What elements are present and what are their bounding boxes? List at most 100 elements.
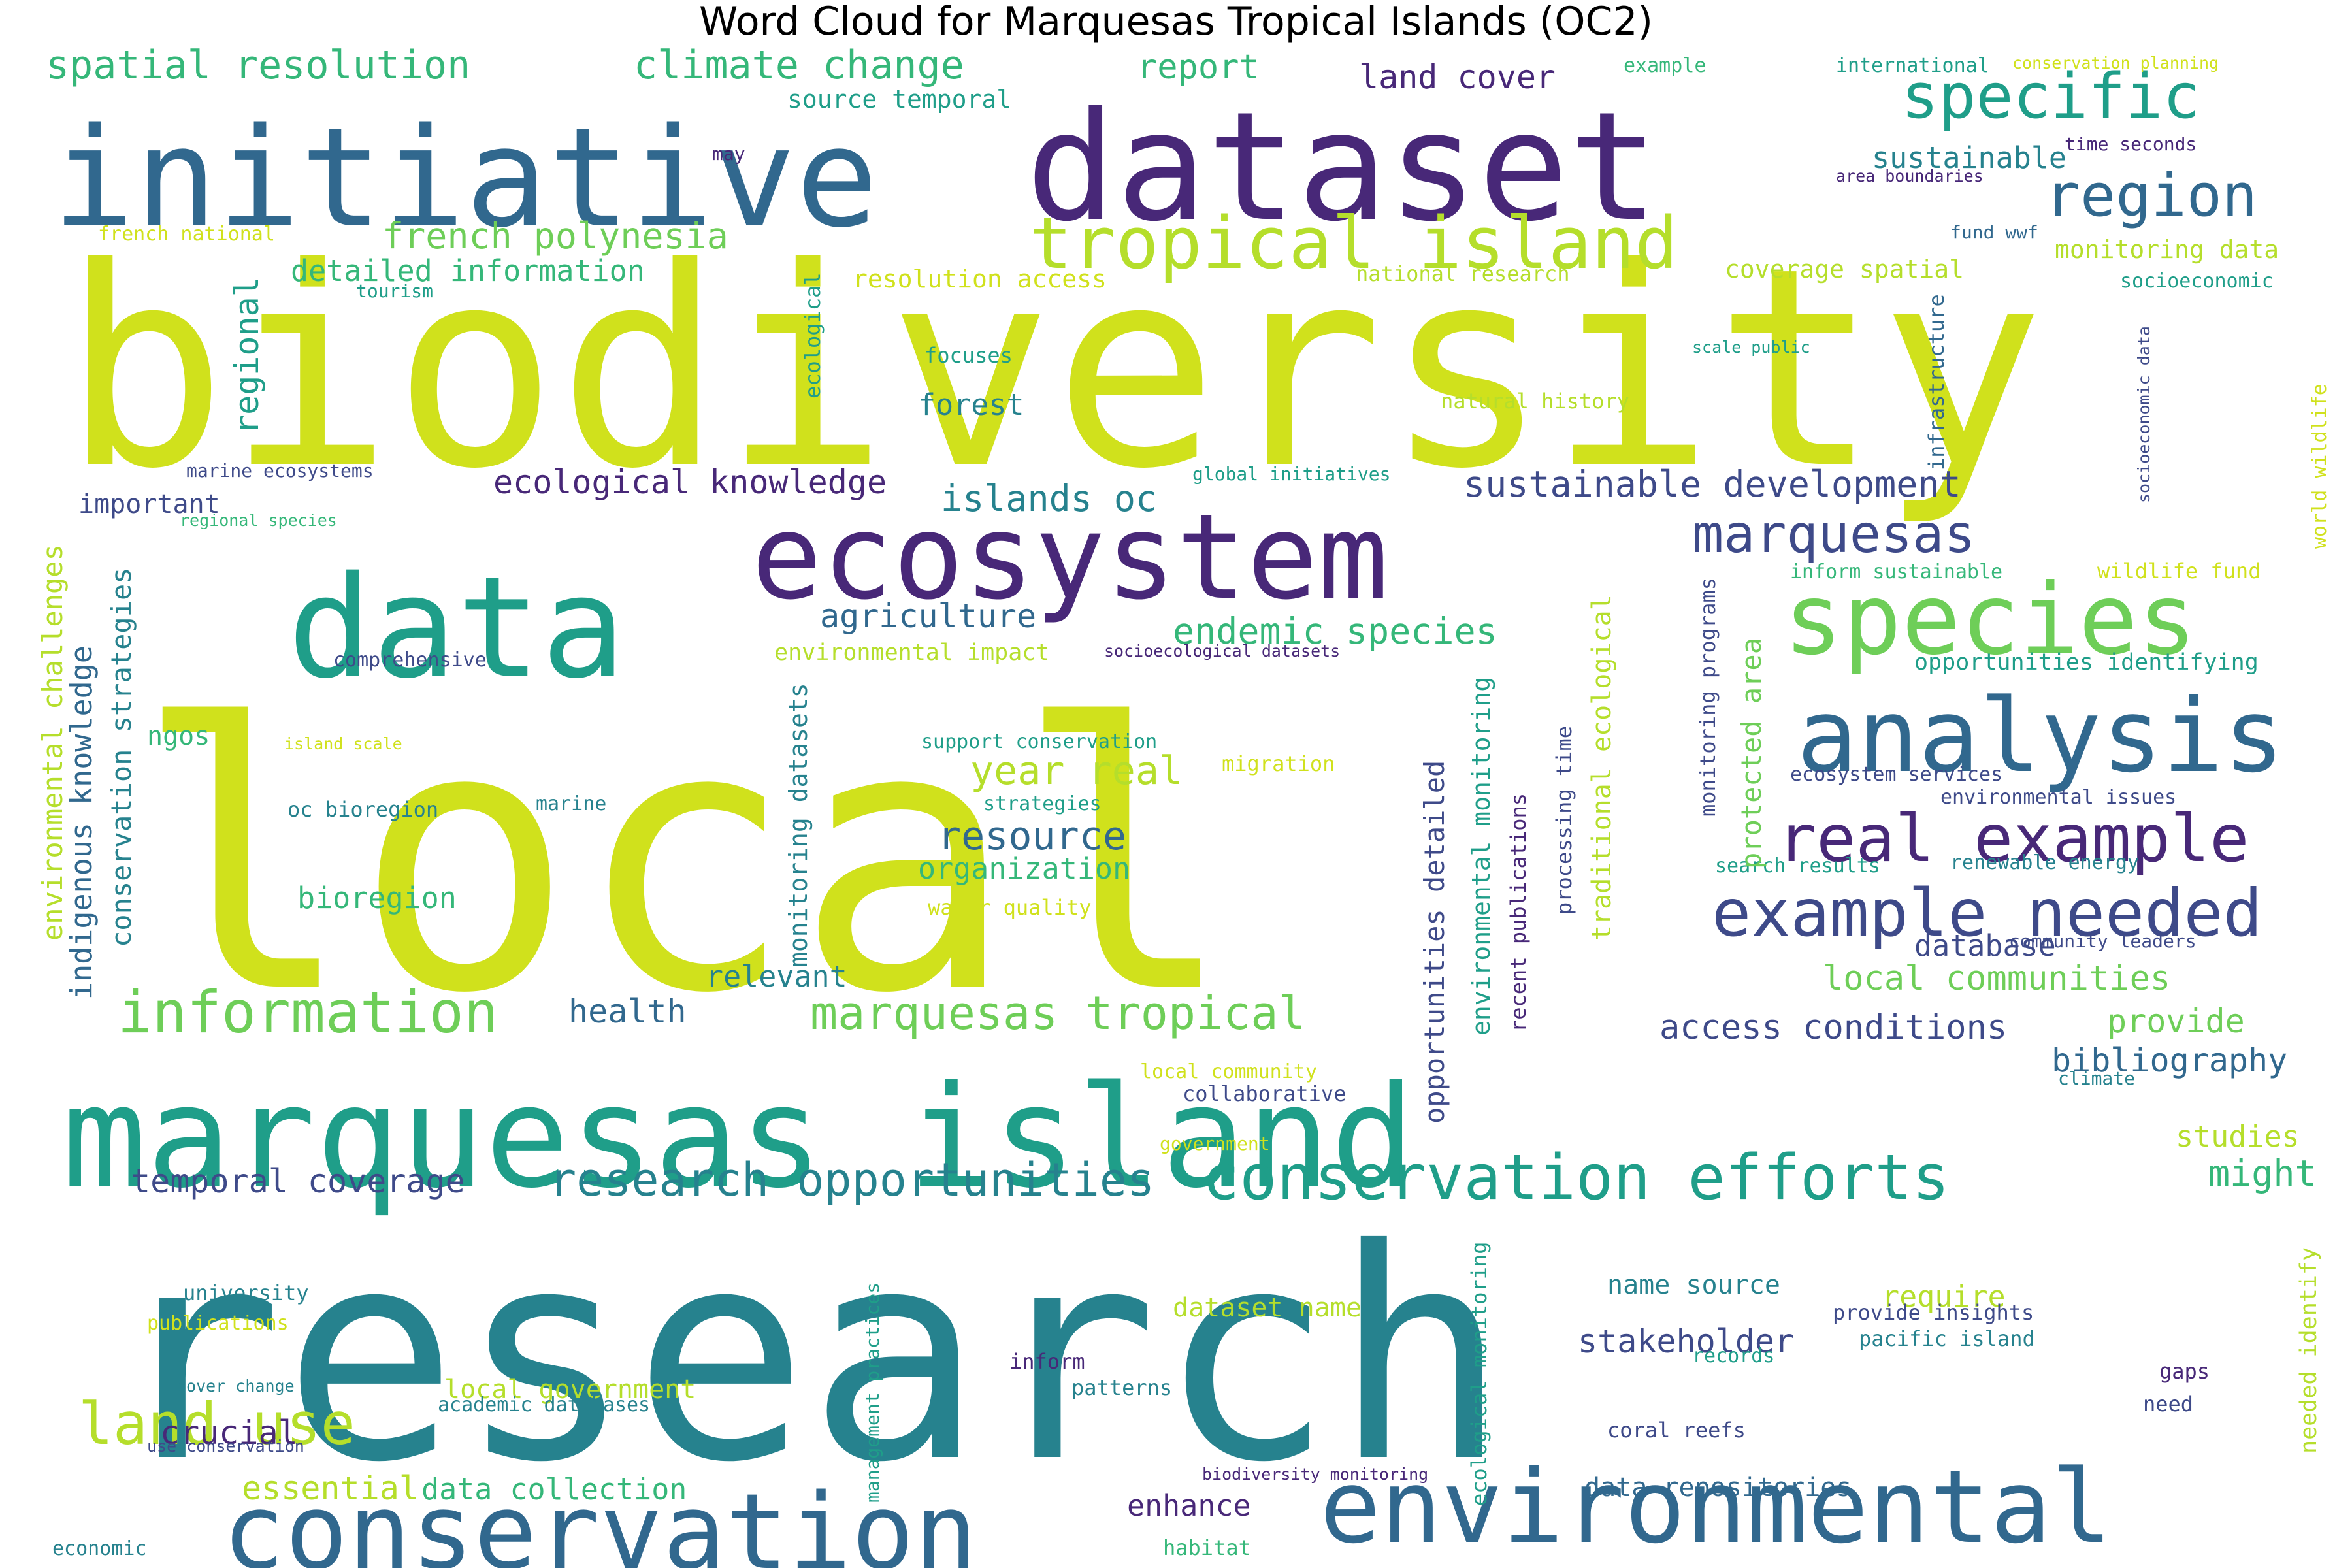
word-research-opportunities: research opportunities: [549, 1153, 1154, 1207]
word-endemic-species: endemic species: [1173, 610, 1497, 652]
word-essential: essential: [242, 1469, 419, 1507]
word-initiative: initiative: [52, 98, 878, 258]
word-dataset: dataset: [1026, 80, 1659, 255]
word-indigenous-knowledge: indigenous knowledge: [64, 645, 99, 1000]
word-french-national: french national: [98, 223, 275, 246]
word-specific: specific: [1901, 61, 2200, 133]
word-processing-time: processing time: [1552, 726, 1576, 915]
word-french-polynesia: french polynesia: [382, 215, 728, 257]
word-renewable-energy: renewable energy: [1950, 851, 2139, 874]
word-tropical-island: tropical island: [1029, 201, 1678, 285]
word-climate-change: climate change: [634, 42, 964, 88]
word-conservation-strategies: conservation strategies: [105, 567, 137, 947]
word-national-research: national research: [1356, 261, 1570, 286]
chart-title: Word Cloud for Marquesas Tropical Island…: [699, 0, 1653, 44]
word-local-government: local government: [444, 1375, 696, 1405]
word-conservation: conservation: [222, 1471, 977, 1568]
word-enhance: enhance: [1127, 1488, 1251, 1523]
word-records: records: [1692, 1345, 1774, 1367]
word-local-communities: local communities: [1823, 959, 2170, 998]
word-recent-publications: recent publications: [1506, 793, 1531, 1032]
word-regional-species: regional species: [180, 511, 337, 530]
word-marine: marine: [536, 792, 606, 815]
word-bibliography: bibliography: [2051, 1041, 2287, 1079]
word-land-cover: land cover: [1359, 58, 1556, 96]
word-local-community: local community: [1140, 1060, 1317, 1083]
word-environmental-monitoring: environmental monitoring: [1467, 677, 1495, 1036]
word-resolution-access: resolution access: [853, 265, 1107, 293]
word-resource: resource: [938, 813, 1126, 859]
word-focuses: focuses: [924, 343, 1013, 368]
word-oc-bioregion: oc bioregion: [287, 797, 438, 822]
word-need: need: [2143, 1392, 2193, 1416]
word-biodiversity: biodiversity: [62, 210, 2044, 529]
word-detailed-information: detailed information: [291, 253, 645, 288]
word-studies: studies: [2176, 1119, 2300, 1154]
word-land-use: land use: [78, 1390, 355, 1458]
word-inform-sustainable: inform sustainable: [1790, 561, 2002, 583]
word-sustainable-development: sustainable development: [1463, 463, 1961, 505]
word-strategies: strategies: [983, 792, 1102, 815]
word-needed-identify: needed identify: [2296, 1247, 2322, 1454]
word-natural-history: natural history: [1441, 389, 1629, 414]
word-environmental-impact: environmental impact: [774, 640, 1049, 666]
word-migration: migration: [1222, 751, 1335, 776]
word-tourism: tourism: [356, 280, 433, 302]
word-ecosystem: ecosystem: [751, 489, 1388, 626]
word-data: data: [287, 546, 626, 710]
word-name-source: name source: [1607, 1270, 1780, 1300]
word-important: important: [78, 489, 220, 519]
word-access-conditions: access conditions: [1659, 1008, 2007, 1047]
word-scale-public: scale public: [1692, 338, 1810, 357]
word-might: might: [2208, 1152, 2317, 1194]
word-marquesas-tropical: marquesas tropical: [810, 987, 1306, 1040]
word-source-temporal: source temporal: [787, 85, 1011, 114]
word-ecological-knowledge: ecological knowledge: [493, 463, 887, 501]
word-relevant: relevant: [706, 959, 847, 994]
word-comprehensive: comprehensive: [333, 649, 487, 672]
word-community-leaders: community leaders: [2009, 930, 2197, 952]
word-marquesas: marquesas: [1692, 504, 1975, 564]
word-ecological-monitoring: ecological monitoring: [1467, 1241, 1492, 1506]
word-international: international: [1836, 54, 1989, 77]
word-conservation-efforts: conservation efforts: [1202, 1142, 1950, 1214]
word-crucial: crucial: [160, 1414, 298, 1452]
word-environmental-issues: environmental issues: [1940, 786, 2176, 809]
word-marine-ecosystems: marine ecosystems: [186, 460, 374, 482]
word-local: local: [134, 647, 1235, 1073]
word-traditional-ecological: traditional ecological: [1587, 595, 1617, 941]
word-bioregion: bioregion: [297, 881, 457, 915]
word-example: example: [1624, 54, 1706, 77]
word-provide: provide: [2107, 1002, 2245, 1040]
word-require: require: [1882, 1279, 2006, 1314]
word-time-seconds: time seconds: [2065, 133, 2197, 155]
word-temporal-coverage: temporal coverage: [131, 1162, 465, 1200]
word-socioeconomic: socioeconomic: [2120, 270, 2274, 293]
word-information: information: [118, 979, 498, 1046]
word-socioeconomic-data: socioeconomic data: [2134, 326, 2153, 503]
word-water-quality: water quality: [928, 895, 1091, 920]
word-academic-databases: academic databases: [438, 1394, 650, 1416]
word-environmental-challenges: environmental challenges: [37, 544, 69, 941]
word-collaborative: collaborative: [1183, 1081, 1346, 1106]
word-area-boundaries: area boundaries: [1836, 167, 1984, 186]
word-socioecological-datasets: socioecological datasets: [1104, 642, 1340, 661]
word-environmental: environmental: [1320, 1448, 2112, 1566]
word-regional: regional: [228, 277, 266, 434]
word-economic: economic: [52, 1537, 147, 1560]
word-publications: publications: [147, 1312, 289, 1335]
word-pacific-island: pacific island: [1859, 1326, 2035, 1351]
word-habitat: habitat: [1163, 1535, 1251, 1560]
word-monitoring-programs: monitoring programs: [1695, 578, 1720, 817]
word-example-needed: example needed: [1712, 875, 2262, 951]
word-real-example: real example: [1777, 800, 2249, 877]
word-opportunities-identifying: opportunities identifying: [1914, 649, 2259, 676]
word-ngos: ngos: [147, 721, 210, 751]
word-patterns: patterns: [1071, 1375, 1172, 1400]
word-coral-reefs: coral reefs: [1607, 1418, 1746, 1443]
word-spatial-resolution: spatial resolution: [46, 42, 470, 88]
word-gaps: gaps: [2159, 1359, 2210, 1384]
word-year-real: year real: [970, 748, 1183, 794]
word-cover-change: cover change: [176, 1377, 295, 1396]
